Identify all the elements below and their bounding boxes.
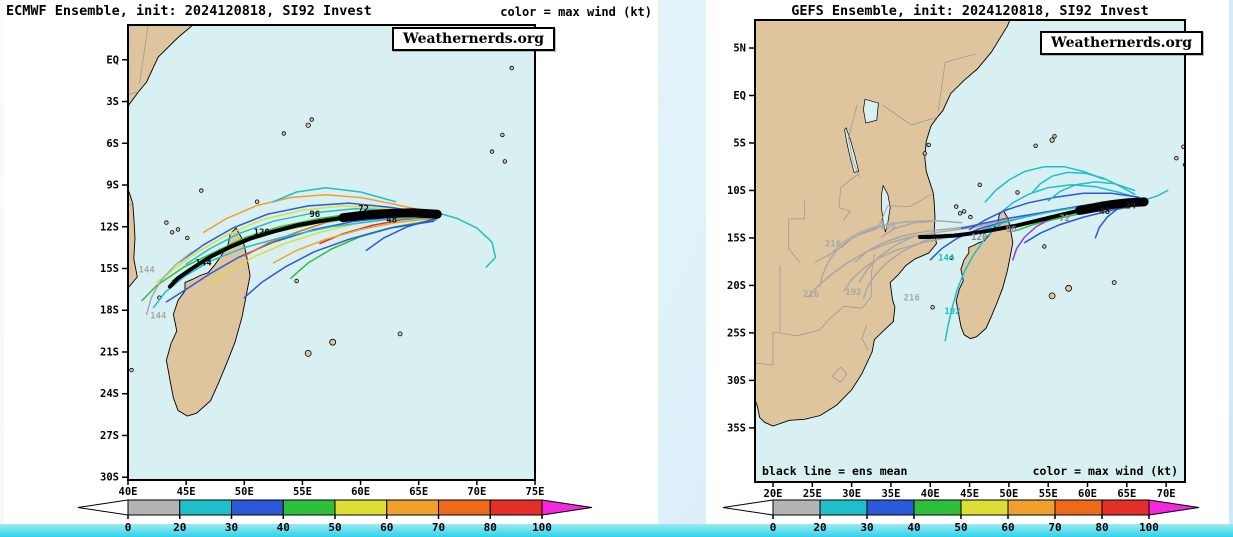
svg-text:80: 80 [1095, 521, 1108, 534]
svg-text:168: 168 [880, 221, 896, 231]
svg-text:40: 40 [277, 521, 290, 534]
svg-text:30S: 30S [100, 472, 119, 484]
svg-text:120: 120 [971, 233, 987, 243]
svg-text:50: 50 [328, 521, 341, 534]
svg-text:15S: 15S [100, 263, 119, 275]
svg-text:EQ: EQ [733, 90, 746, 102]
svg-text:65E: 65E [409, 486, 428, 498]
svg-text:10S: 10S [727, 185, 746, 197]
svg-text:72: 72 [358, 205, 369, 215]
svg-text:55E: 55E [293, 486, 312, 498]
svg-text:60: 60 [1001, 521, 1014, 534]
svg-text:20: 20 [813, 521, 826, 534]
svg-text:40E: 40E [119, 486, 138, 498]
svg-text:6S: 6S [106, 138, 119, 150]
svg-text:30: 30 [860, 521, 873, 534]
svg-text:60: 60 [380, 521, 393, 534]
svg-text:120: 120 [254, 228, 270, 238]
svg-text:30E: 30E [842, 488, 861, 500]
svg-text:192: 192 [845, 288, 861, 298]
gefs-map: 216 216 192 168 216 192 144 120 96 72 48 24 5N EQ 5S 10… [727, 19, 1186, 500]
svg-text:70: 70 [1048, 521, 1061, 534]
svg-text:12S: 12S [100, 221, 119, 233]
svg-text:45E: 45E [960, 488, 979, 500]
svg-text:5N: 5N [733, 43, 746, 55]
svg-text:45E: 45E [177, 486, 196, 498]
svg-text:50: 50 [954, 521, 967, 534]
svg-text:100: 100 [1139, 521, 1159, 534]
svg-text:25S: 25S [727, 327, 746, 339]
svg-text:144: 144 [938, 254, 955, 264]
svg-text:75E: 75E [526, 486, 545, 498]
svg-text:60E: 60E [1078, 488, 1097, 500]
ecmwf-colorbar-note: color = max wind (kt) [500, 5, 652, 19]
bottom-strip [0, 524, 1233, 537]
svg-text:216: 216 [904, 294, 920, 304]
svg-text:96: 96 [309, 210, 320, 220]
ecmwf-colorbar: 0 20 30 40 50 60 70 80 100 [77, 499, 593, 534]
svg-text:24: 24 [1125, 202, 1136, 212]
svg-text:40: 40 [907, 521, 920, 534]
svg-text:EQ: EQ [106, 54, 119, 66]
svg-text:27S: 27S [100, 430, 119, 442]
svg-text:20E: 20E [764, 488, 783, 500]
svg-text:3S: 3S [106, 96, 119, 108]
svg-text:50E: 50E [235, 486, 254, 498]
svg-text:9S: 9S [106, 180, 119, 192]
svg-text:25E: 25E [803, 488, 822, 500]
svg-text:0: 0 [125, 521, 132, 534]
svg-text:80: 80 [484, 521, 497, 534]
svg-text:72: 72 [1059, 214, 1070, 224]
svg-text:50E: 50E [999, 488, 1018, 500]
ecmwf-title: ECMWF Ensemble, init: 2024120818, SI92 I… [6, 3, 372, 19]
svg-text:144: 144 [195, 259, 212, 269]
svg-text:15S: 15S [727, 232, 746, 244]
svg-text:20: 20 [173, 521, 186, 534]
svg-text:96: 96 [1006, 225, 1017, 235]
svg-text:21S: 21S [100, 346, 119, 358]
svg-text:48: 48 [1099, 207, 1110, 217]
svg-text:30S: 30S [727, 375, 746, 387]
svg-text:70: 70 [432, 521, 445, 534]
svg-text:70E: 70E [1157, 488, 1176, 500]
svg-text:216: 216 [825, 240, 841, 250]
gefs-colorbar-note: color = max wind (kt) [1032, 464, 1178, 478]
svg-text:100: 100 [532, 521, 552, 534]
svg-text:35S: 35S [727, 422, 746, 434]
weathernerds-badge: Weathernerds.org [392, 27, 555, 51]
gefs-colorbar: 0 20 30 40 50 60 70 80 100 [722, 499, 1200, 534]
svg-text:70E: 70E [467, 486, 486, 498]
svg-text:24S: 24S [100, 388, 119, 400]
svg-text:55E: 55E [1039, 488, 1058, 500]
svg-text:30: 30 [225, 521, 238, 534]
svg-text:65E: 65E [1117, 488, 1136, 500]
svg-text:144: 144 [139, 266, 156, 276]
gefs-title: GEFS Ensemble, init: 2024120818, SI92 In… [791, 3, 1149, 19]
svg-text:40E: 40E [921, 488, 940, 500]
svg-text:5S: 5S [733, 137, 746, 149]
svg-text:35E: 35E [881, 488, 900, 500]
svg-text:0: 0 [770, 521, 777, 534]
svg-text:60E: 60E [351, 486, 370, 498]
svg-text:48: 48 [386, 216, 397, 226]
gefs-mean-note: black line = ens mean [762, 464, 908, 478]
svg-text:20S: 20S [727, 280, 746, 292]
ecmwf-map: 144 144 72 48 96 120 144 EQ 3S 6S 9S 12S 15S 18S 21S 24… [100, 24, 545, 498]
weathernerds-badge-2: Weathernerds.org [1040, 31, 1203, 55]
svg-text:216: 216 [803, 290, 819, 300]
svg-text:192: 192 [944, 307, 960, 317]
svg-text:18S: 18S [100, 305, 119, 317]
svg-text:144: 144 [150, 312, 167, 322]
